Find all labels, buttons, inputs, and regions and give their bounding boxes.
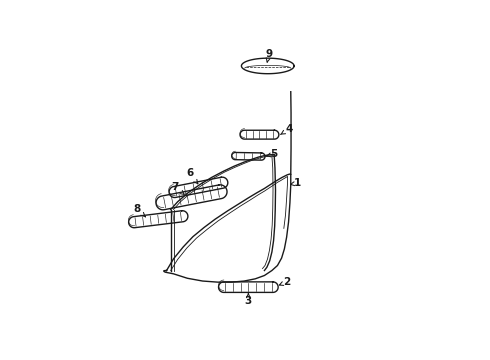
Text: 1: 1 <box>291 178 301 188</box>
Text: 3: 3 <box>245 293 252 306</box>
Text: 2: 2 <box>279 277 290 287</box>
Text: 5: 5 <box>267 149 277 159</box>
Text: 6: 6 <box>186 168 198 184</box>
Text: 8: 8 <box>133 204 146 217</box>
Text: 7: 7 <box>171 183 184 194</box>
Text: 9: 9 <box>266 49 273 62</box>
Text: 4: 4 <box>280 124 293 135</box>
